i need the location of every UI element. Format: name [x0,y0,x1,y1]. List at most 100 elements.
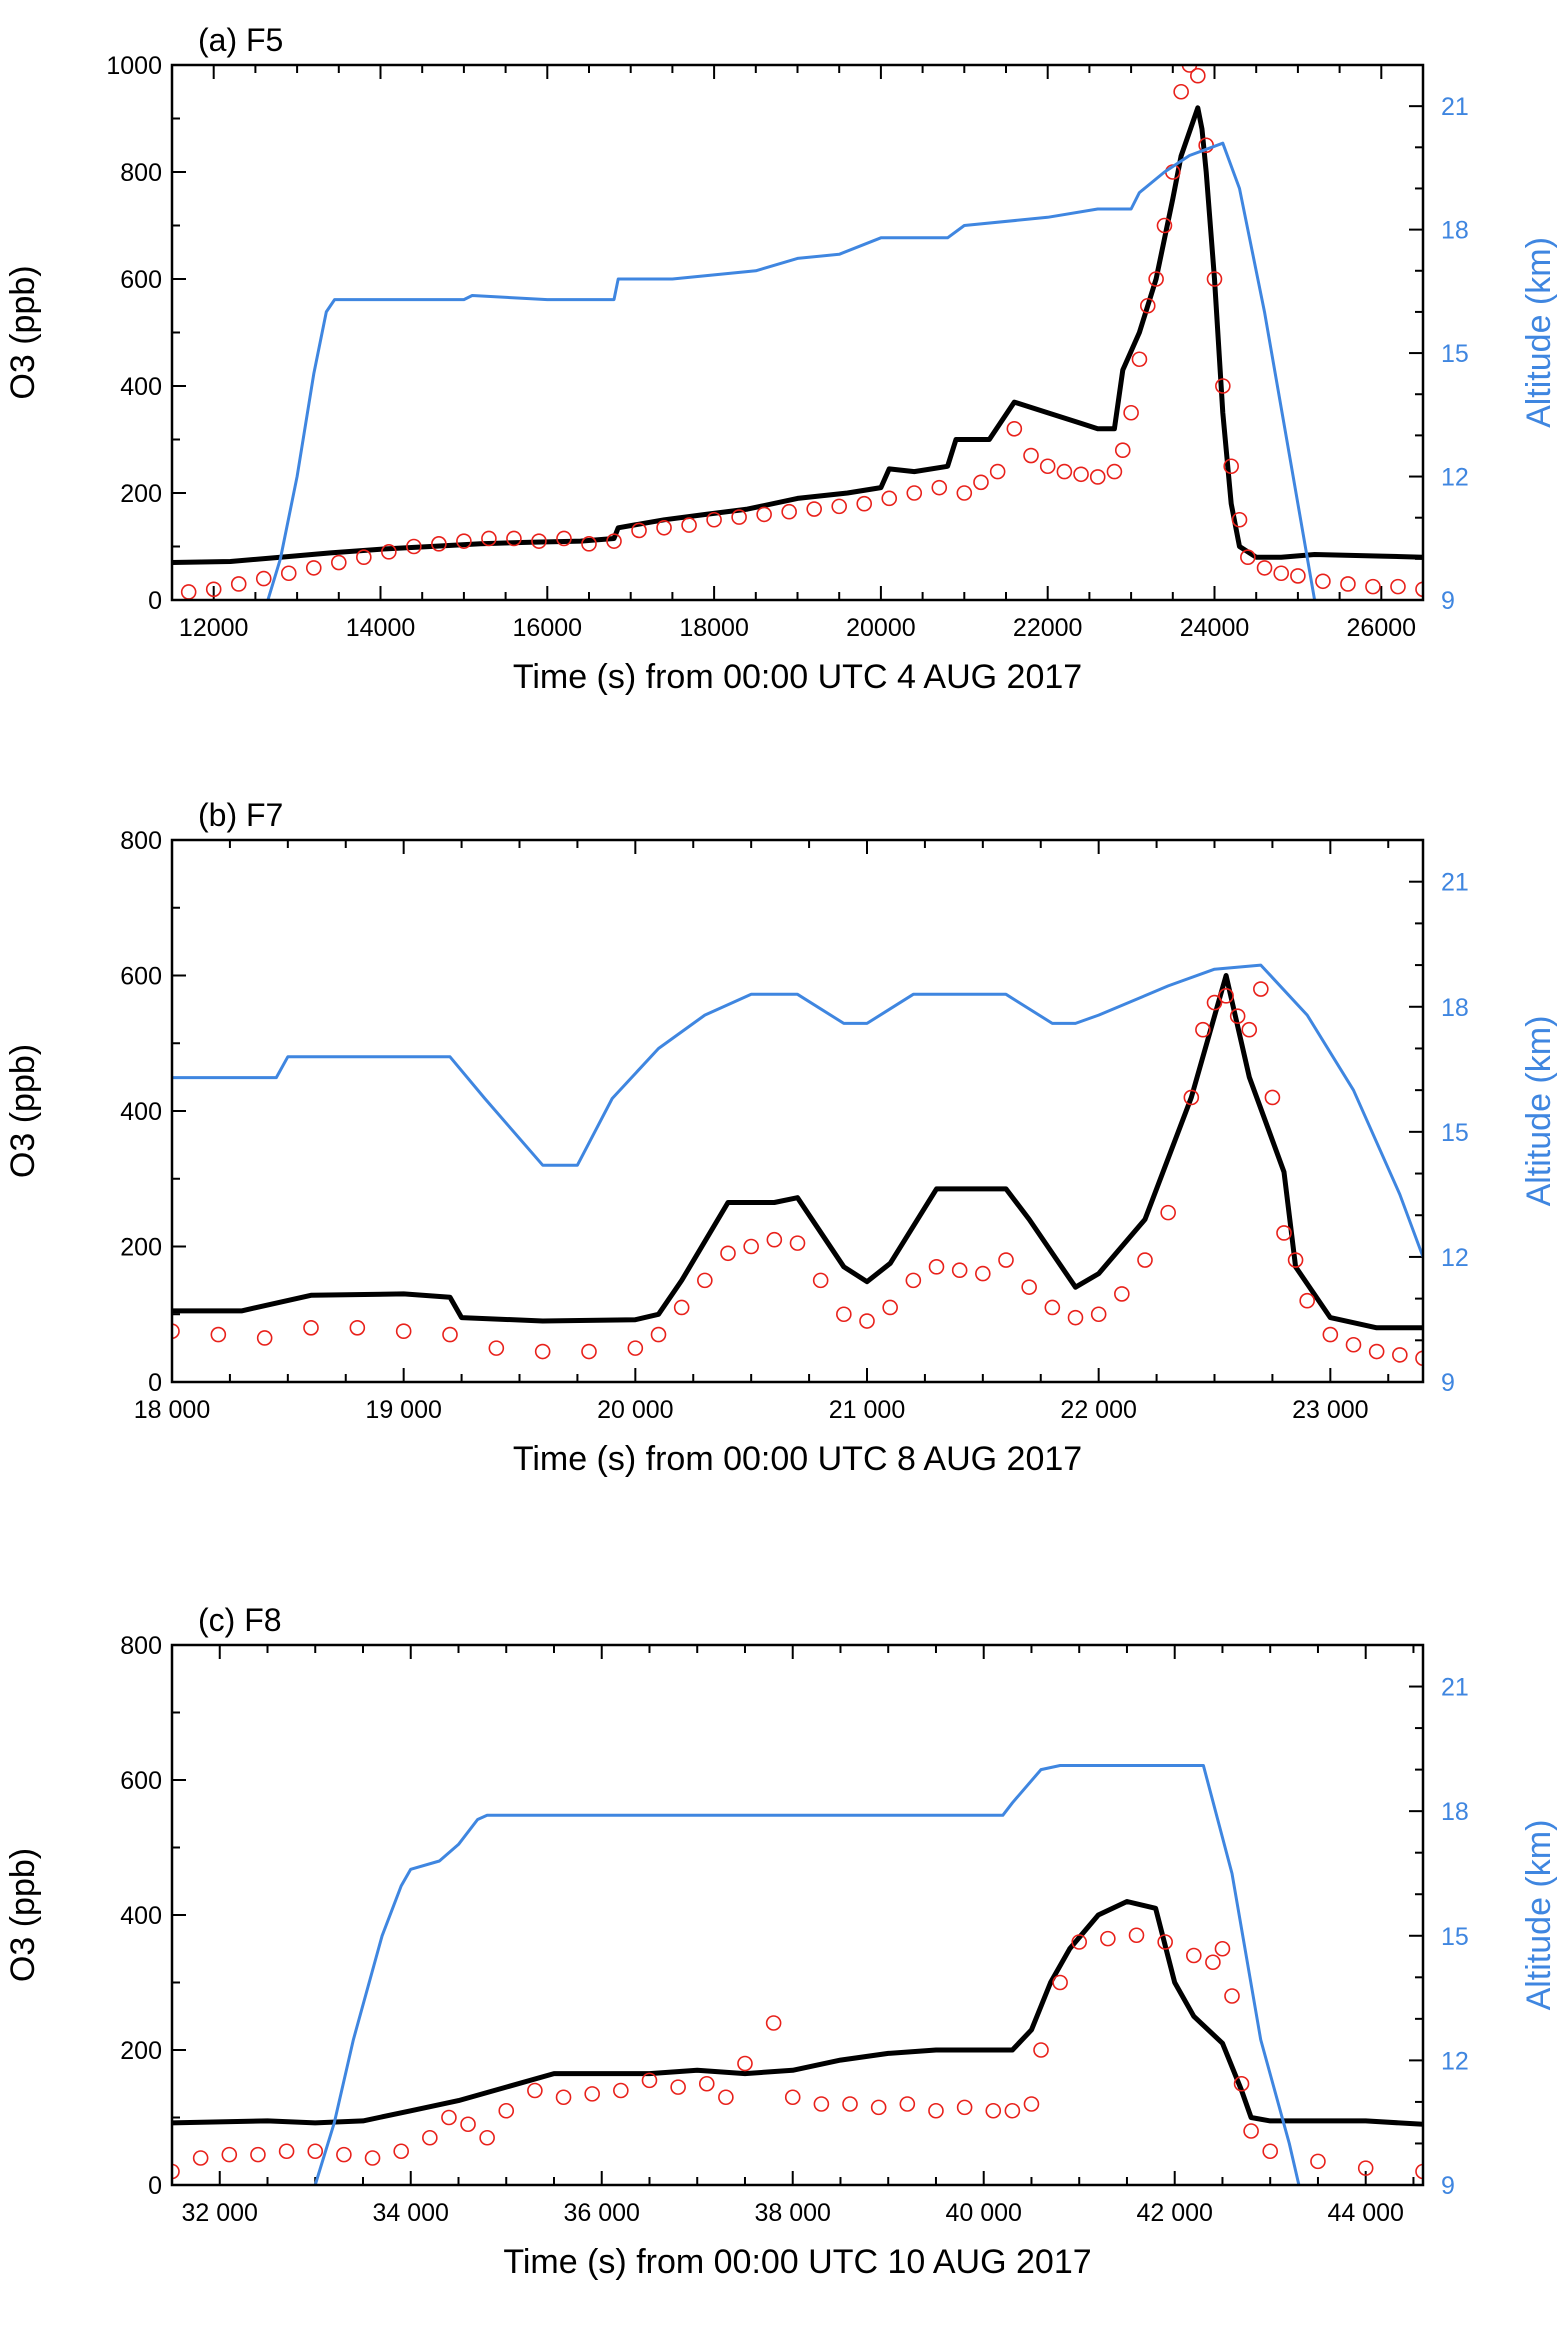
observed-point [784,2089,801,2106]
observed-point [813,2096,830,2112]
observed-point [1253,981,1269,997]
observed-point [781,503,797,520]
observed-point [180,584,197,600]
observed-point [581,536,597,552]
x-tick-label: 21 000 [829,1396,905,1424]
y-tick-label: 800 [120,1632,162,1660]
y-tick-label: 800 [120,827,162,855]
observed-point [931,479,948,496]
observed-point [280,565,297,582]
y2-axis-title: Altitude (km) [1520,237,1558,428]
observed-point [406,538,422,555]
observed-point [1368,1343,1385,1360]
x-tick-label: 12000 [179,614,249,642]
plot-area [172,963,1423,1367]
observed-point [1233,2075,1250,2092]
observed-point [192,2150,209,2166]
observed-point [1173,83,1189,100]
y-axis-title: O3 (ppb) [4,1848,42,1982]
observed-point [205,581,222,598]
x-axis-title: Time (s) from 00:00 UTC 8 AUG 2017 [513,1440,1082,1478]
y2-tick-label: 21 [1441,93,1469,121]
observed-point [1131,351,1148,368]
y-tick-label: 600 [120,963,162,991]
x-tick-label: 16000 [513,614,583,642]
observed-point [1299,1292,1315,1309]
plot-frame [170,838,1425,1384]
observed-point [584,2086,600,2102]
observed-point [441,2109,457,2126]
x-tick-label: 26000 [1347,614,1417,642]
observed-point [305,560,322,576]
observed-point [789,1235,806,1251]
panel-title: (b) F7 [198,797,283,833]
observed-point [307,2143,324,2160]
observed-point [673,1299,690,1316]
observed-point [720,1245,736,1262]
observed-point [555,2089,572,2106]
observed-point [627,1340,644,1356]
y-tick-label: 200 [120,1234,162,1262]
observed-point [1183,1089,1200,1106]
y2-tick-label: 18 [1441,217,1469,245]
observed-point [431,536,447,552]
observed-point [1139,297,1156,314]
observed-point [422,2129,438,2146]
x-tick-label: 32 000 [182,2199,258,2227]
observed-point [1223,458,1239,475]
observed-point [1006,420,1023,437]
observed-point [1039,458,1056,475]
chart-panel-3: 32 000 34 000 36 000 38 000 40 000 42 000 44 0… [4,1602,1558,2281]
observed-point [1128,1927,1145,1944]
y2-tick-label: 21 [1441,1674,1469,1702]
observed-point [766,1231,783,1248]
observed-point [1106,463,1123,480]
observed-point [641,2072,658,2089]
observed-point [765,2015,782,2031]
observed-point [928,2102,944,2119]
observed-point [906,485,923,501]
observed-point [951,1262,968,1279]
chart-panel-1: 12000 14000 16000 18000 20000 22000 24000 26000… [4,22,1558,696]
observed-point [882,1299,898,1316]
observed-point [1195,1021,1211,1038]
observed-point [1345,1336,1362,1353]
y-tick-label: 400 [120,1902,162,1930]
y-tick-label: 200 [120,480,162,508]
y-tick-label: 600 [120,266,162,294]
y-tick-label: 1000 [106,52,162,80]
x-tick-label: 20000 [846,614,916,642]
model-line [172,973,1423,1331]
observed-point [1033,2042,1049,2058]
observed-point [1322,1326,1339,1343]
observed-point [998,1252,1014,1268]
observed-point [1315,573,1331,590]
panel-title: (a) F5 [198,22,283,58]
y-axis-title: O3 (ppb) [4,1044,42,1178]
observed-point [1241,1021,1258,1038]
y2-tick-label: 9 [1441,1369,1455,1397]
x-tick-label: 14000 [346,614,416,642]
observed-point [899,2096,916,2112]
observed-point [698,2075,715,2092]
observed-point [395,1323,412,1339]
observed-point [1206,994,1223,1011]
observed-point [928,1259,945,1275]
observed-point [1276,1225,1292,1241]
x-tick-label: 36 000 [563,2199,639,2227]
y-tick-label: 400 [120,1098,162,1126]
observed-point [364,2150,381,2166]
observed-point [442,1326,458,1343]
observed-point [1340,576,1356,592]
observed-point [731,509,747,525]
plot-frame [170,63,1425,602]
observed-point [303,1320,319,1336]
observed-point [278,2143,295,2160]
observed-point [1181,65,1198,73]
observed-point [1148,271,1164,287]
observed-point [650,1326,667,1343]
observed-point [534,1343,551,1360]
observed-point [1310,2153,1326,2170]
observed-point [1365,578,1381,595]
